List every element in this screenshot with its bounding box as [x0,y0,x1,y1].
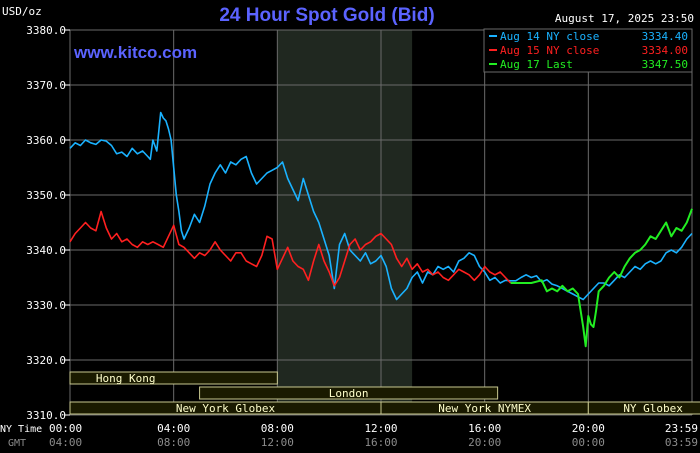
market-sessions: Hong Kong London New York Globex New York N… [69,371,700,415]
y-tick-label: 3360.0 [26,134,66,147]
series-line-1 [69,210,512,287]
y-tick-label: 3350.0 [26,189,66,202]
chart-datetime: August 17, 2025 23:50 [555,12,694,25]
y-tick-label: 3310.0 [26,409,66,422]
y-tick-label: 3340.0 [26,244,66,257]
market-session-box [587,401,700,415]
x-tick-label-gmt: 08:00 [157,436,190,449]
x-tick-label-gmt: 16:00 [364,436,397,449]
legend-label: Aug 15 NY close [500,44,599,57]
legend-label: Aug 17 Last [500,58,573,71]
price-series [69,111,693,348]
market-session-label: New York Globex [176,402,276,415]
market-session-label: London [329,387,369,400]
y-tick-label: 3380.0 [26,24,66,37]
x-tick-label-gmt: 04:00 [49,436,82,449]
y-tick-label: 3370.0 [26,79,66,92]
legend-value: 3334.40 [642,30,688,43]
legend-value: 3347.50 [642,58,688,71]
series-line-2 [510,208,693,348]
x-tick-label-gmt: 12:00 [261,436,294,449]
x-axis-ny-time-label: NY Time [0,424,42,435]
x-tick-label-ny: 23:59 [665,422,698,435]
x-tick-label-gmt: 00:00 [572,436,605,449]
y-axis-unit-label: USD/oz [2,5,42,18]
y-tick-label: 3330.0 [26,299,66,312]
chart-title: 24 Hour Spot Gold (Bid) [219,5,434,26]
market-session-label: Hong Kong [96,372,156,385]
legend: Aug 14 NY close 3334.40 Aug 15 NY close 333… [483,28,693,73]
x-tick-label-ny: 20:00 [572,422,605,435]
legend-box [483,28,693,73]
legend-label: Aug 14 NY close [500,30,599,43]
x-tick-label-gmt: 03:59 [665,436,698,449]
market-session-box [69,371,278,385]
market-session-box [199,386,499,400]
x-tick-label-ny: 16:00 [468,422,501,435]
x-tick-label-ny: 00:00 [49,422,82,435]
market-session-label: New York NYMEX [438,402,531,415]
x-tick-label-ny: 04:00 [157,422,190,435]
x-axis-ticks: 00:0004:0004:0008:0008:0012:0012:0016:00… [49,422,698,449]
market-session-label: NY Globex [623,402,683,415]
x-tick-label-ny: 12:00 [364,422,397,435]
grid [69,29,693,416]
x-axis-gmt-label: GMT [8,438,26,449]
x-tick-label-ny: 08:00 [261,422,294,435]
y-axis-ticks: 3310.0 3320.0 3330.0 3340.0 3350.0 3360.0 3370… [26,24,70,422]
y-tick-label: 3320.0 [26,354,66,367]
legend-value: 3334.00 [642,44,688,57]
watermark: www.kitco.com [73,43,197,62]
x-tick-label-gmt: 20:00 [468,436,501,449]
series-line-0 [69,111,693,301]
shaded-session-band [277,30,413,415]
shaded-session [277,30,413,415]
